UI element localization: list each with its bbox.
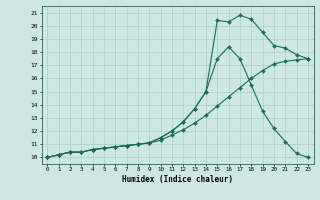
X-axis label: Humidex (Indice chaleur): Humidex (Indice chaleur) [122,175,233,184]
